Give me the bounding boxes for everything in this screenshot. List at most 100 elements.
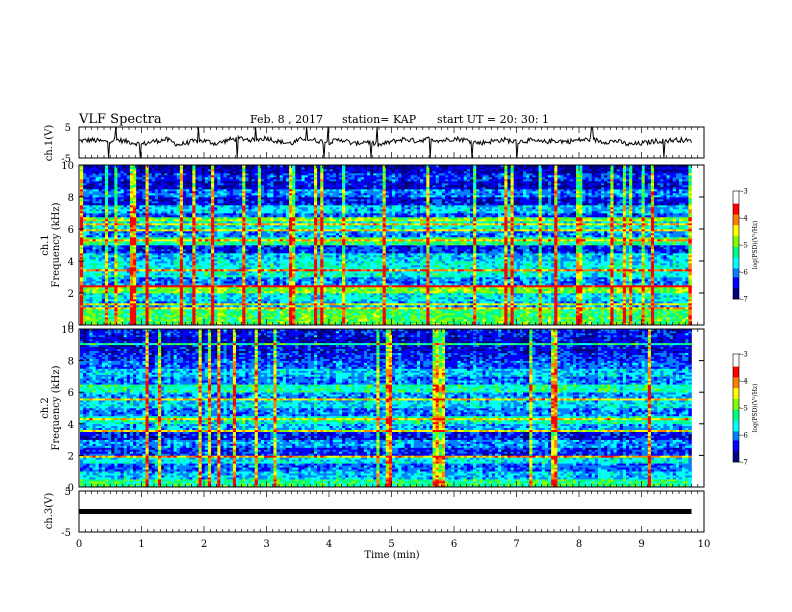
ch1-spectrogram-cell (442, 293, 445, 295)
ch1-spectrogram-cell (479, 283, 482, 285)
ch1-spectrogram-cell (245, 295, 248, 297)
ch1-spectrogram-cell (392, 315, 395, 317)
ch1-spectrogram-cell (264, 287, 267, 289)
ch1-spectrogram-cell (111, 285, 114, 287)
ch1-spectrogram-cell (258, 309, 261, 311)
ch1-spectrogram-cell (161, 301, 164, 303)
ch1-spectrogram-cell (442, 321, 445, 323)
ch1-spectrogram-cell (373, 295, 376, 297)
ch1-spectrogram-cell (364, 315, 367, 317)
ch1-spectrogram-cell (539, 295, 542, 297)
ch1-spectrogram-cell (576, 285, 579, 287)
ch1-spectrogram-cell (539, 293, 542, 295)
ch1-spectrogram-cell (320, 299, 323, 301)
ch1-spectrogram-cell (679, 279, 682, 281)
ch1-spectrogram-cell (114, 313, 117, 315)
ch1-spectrogram-cell (573, 297, 576, 299)
ch1-spectrogram-cell (214, 281, 217, 283)
ch1-spectrogram-cell (436, 301, 439, 303)
ch1-spectrogram-cell (507, 313, 510, 315)
ch1-spectrogram-cell (511, 285, 514, 287)
ch1-spectrogram-cell (451, 311, 454, 313)
ch1-spectrogram-cell (111, 297, 114, 299)
ch1-spectrogram-cell (167, 309, 170, 311)
ch1-spectrogram-cell (189, 301, 192, 303)
ch1-spectrogram-cell (417, 307, 420, 309)
ch1-spectrogram-cell (380, 285, 383, 287)
ch1-spectrogram-cell (155, 293, 158, 295)
ch1-spectrogram-cell (504, 297, 507, 299)
ch1-spectrogram-cell (564, 277, 567, 279)
ch1-spectrogram-cell (336, 305, 339, 307)
ch1-spectrogram-cell (217, 285, 220, 287)
ch1-spectrogram-cell (638, 297, 641, 299)
ch1-spectrogram-cell (255, 289, 258, 291)
ch1-spectrogram-cell (473, 287, 476, 289)
ch1-spectrogram-cell (202, 297, 205, 299)
ch1-spectrogram-cell (183, 313, 186, 315)
ch1-spectrogram-cell (560, 281, 563, 283)
ch1-spectrogram-cell (476, 277, 479, 279)
ch1-spectrogram-cell (570, 311, 573, 313)
ch1-spectrogram-cell (376, 285, 379, 287)
ch1-spectrogram-cell (124, 321, 127, 323)
ch1-spectrogram-cell (92, 307, 95, 309)
ch1-spectrogram-cell (595, 287, 598, 289)
ch1-spectrogram-cell (330, 309, 333, 311)
ch1-spectrogram-cell (660, 277, 663, 279)
ch1-spectrogram-cell (286, 277, 289, 279)
ch1-spectrogram-cell (102, 321, 105, 323)
ch1-spectrogram-cell (289, 303, 292, 305)
ch1-spectrogram-cell (564, 297, 567, 299)
ch1-spectrogram-cell (607, 305, 610, 307)
ch1-spectrogram-cell (688, 287, 691, 289)
ch1-spectrogram-cell (688, 289, 691, 291)
ch1-spectrogram-cell (142, 313, 145, 315)
ch1-spectrogram-cell (286, 309, 289, 311)
ch1-spectrogram-cell (479, 285, 482, 287)
ch1-spectrogram-cell (626, 303, 629, 305)
ch1-spectrogram-cell (358, 279, 361, 281)
ch1-spectrogram-cell (224, 301, 227, 303)
ch1-spectrogram-cell (626, 281, 629, 283)
ch1-spectrogram-cell (114, 299, 117, 301)
ch1-spectrogram-cell (323, 279, 326, 281)
ch1-spectrogram-cell (548, 321, 551, 323)
ch1-spectrogram-cell (330, 285, 333, 287)
ch1-spectrogram-cell (673, 293, 676, 295)
ch1-spectrogram-cell (111, 277, 114, 279)
ch1-spectrogram-cell (177, 307, 180, 309)
ch1-spectrogram-cell (551, 313, 554, 315)
ch1-spectrogram-cell (92, 275, 95, 277)
ch1-spectrogram-cell (311, 309, 314, 311)
ch1-spectrogram-cell (345, 291, 348, 293)
ch1-spectrogram-cell (498, 301, 501, 303)
ch1-spectrogram-cell (592, 309, 595, 311)
ch1-spectrogram-cell (227, 303, 230, 305)
ch1-spectrogram-cell (504, 287, 507, 289)
ch1-spectrogram-cell (320, 307, 323, 309)
ch1-spectrogram-cell (146, 311, 149, 313)
ch1-spectrogram-cell (317, 321, 320, 323)
ch1-spectrogram-cell (645, 279, 648, 281)
ch1-spectrogram-cell (620, 291, 623, 293)
ch1-spectrogram-cell (620, 279, 623, 281)
ch1-spectrogram-cell (336, 277, 339, 279)
ch1-spectrogram-cell (158, 305, 161, 307)
ch1-spectrogram-cell (164, 301, 167, 303)
ch1-spectrogram-cell (529, 315, 532, 317)
ch1-spectrogram-cell (564, 289, 567, 291)
ch1-spectrogram-cell (236, 301, 239, 303)
ch1-spectrogram-cell (339, 279, 342, 281)
ch1-spectrogram-cell (199, 305, 202, 307)
ch1-spectrogram-cell (670, 299, 673, 301)
ch1-spectrogram-cell (342, 291, 345, 293)
ch1-spectrogram-cell (152, 319, 155, 321)
ch1-spectrogram-cell (551, 285, 554, 287)
ch1-spectrogram-cell (180, 297, 183, 299)
ch1-spectrogram-cell (152, 285, 155, 287)
ch1-spectrogram-cell (358, 299, 361, 301)
ch1-spectrogram-cell (264, 277, 267, 279)
ch1-spectrogram-cell (445, 283, 448, 285)
ch1-spectrogram-cell (314, 279, 317, 281)
